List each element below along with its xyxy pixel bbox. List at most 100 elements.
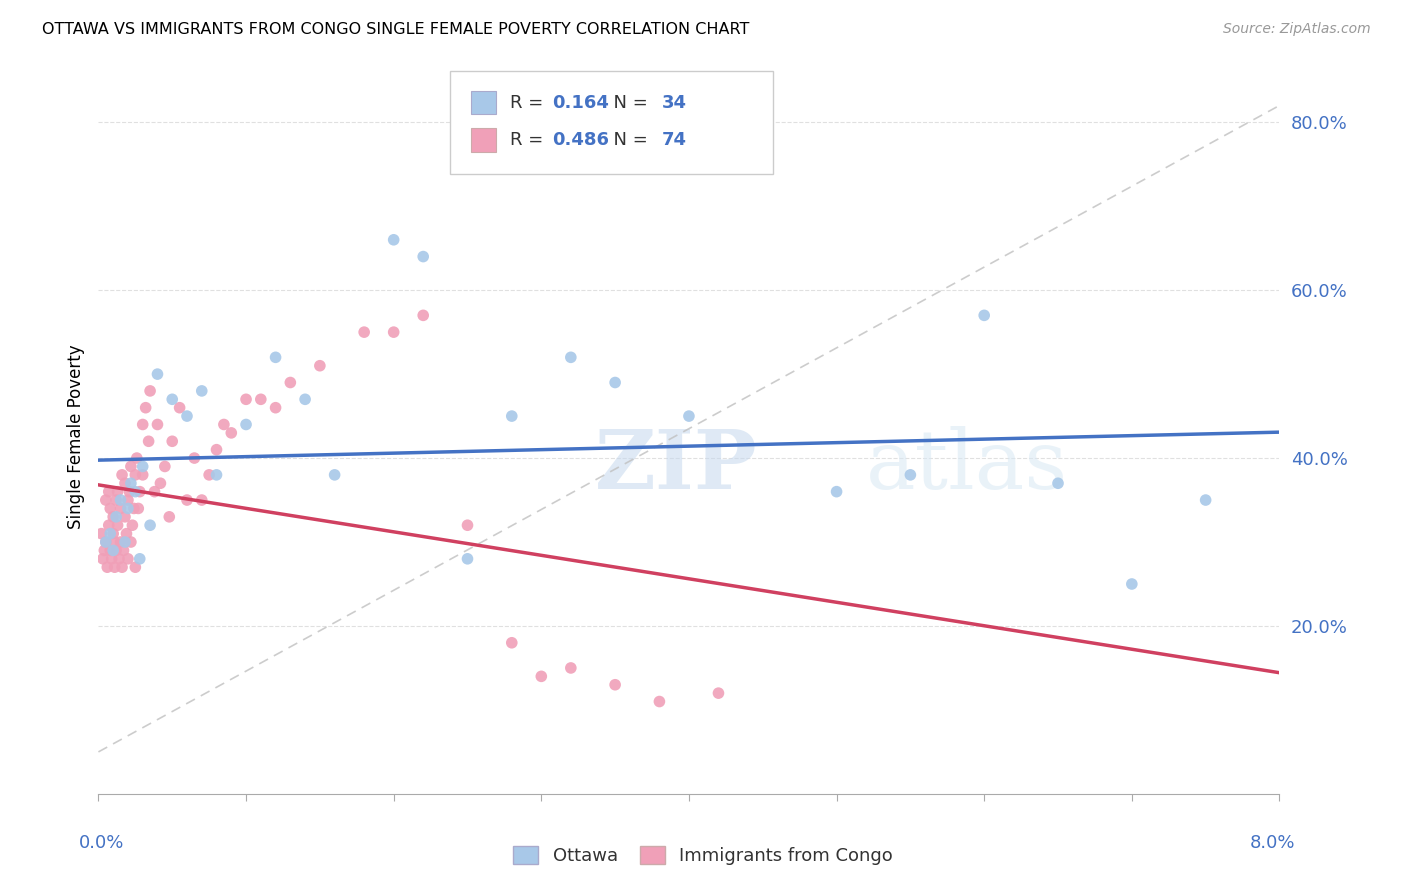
Point — [212, 417, 235, 432]
Point — [205, 467, 228, 482]
Point — [264, 351, 287, 365]
Text: 0.486: 0.486 — [553, 131, 610, 149]
Point — [114, 535, 136, 549]
Point — [98, 526, 121, 541]
Point — [132, 459, 155, 474]
Point — [94, 535, 117, 549]
Point — [191, 493, 214, 508]
Point — [235, 417, 257, 432]
Point — [605, 678, 627, 692]
Point — [117, 551, 139, 566]
Point — [111, 467, 134, 482]
Point — [560, 351, 582, 365]
Point — [105, 509, 128, 524]
Point — [139, 384, 162, 398]
Point — [157, 509, 180, 524]
Point — [103, 543, 125, 558]
Point — [169, 401, 191, 415]
Point — [412, 309, 434, 323]
Point — [501, 636, 523, 650]
Point — [128, 484, 150, 499]
Point — [191, 384, 214, 398]
Text: 0.164: 0.164 — [553, 94, 609, 112]
Point — [309, 359, 332, 373]
Point — [138, 434, 160, 449]
Point — [105, 543, 128, 558]
Point — [117, 501, 139, 516]
Point — [110, 501, 132, 516]
Point — [115, 526, 138, 541]
Point — [97, 518, 120, 533]
Text: 34: 34 — [662, 94, 688, 112]
Point — [457, 551, 479, 566]
Point — [97, 484, 120, 499]
Point — [323, 467, 346, 482]
Point — [176, 409, 198, 423]
Point — [105, 493, 128, 508]
Point — [100, 551, 122, 566]
Point — [501, 409, 523, 423]
Point — [1046, 476, 1070, 491]
Point — [114, 476, 136, 491]
Point — [294, 392, 316, 407]
Point — [91, 551, 114, 566]
Point — [149, 476, 172, 491]
Point — [122, 501, 145, 516]
Point — [183, 451, 205, 466]
Point — [139, 518, 162, 533]
Point — [124, 560, 146, 574]
Text: 8.0%: 8.0% — [1250, 834, 1295, 852]
Point — [107, 518, 129, 533]
Point — [104, 560, 127, 574]
Point — [117, 493, 139, 508]
Text: atlas: atlas — [866, 425, 1069, 506]
Point — [560, 661, 582, 675]
Point — [198, 467, 221, 482]
Point — [825, 484, 848, 499]
Point — [382, 325, 405, 339]
Point — [707, 686, 730, 700]
Text: N =: N = — [602, 131, 654, 149]
Point — [120, 535, 142, 549]
Point — [280, 376, 302, 390]
Point — [605, 376, 627, 390]
Point — [530, 669, 553, 683]
Point — [121, 518, 143, 533]
Text: ZIP: ZIP — [595, 425, 756, 506]
Point — [221, 425, 243, 440]
Point — [153, 459, 176, 474]
Point — [127, 501, 149, 516]
Point — [120, 459, 142, 474]
Text: 0.0%: 0.0% — [79, 834, 124, 852]
Point — [120, 476, 142, 491]
Point — [128, 551, 150, 566]
Text: R =: R = — [510, 131, 550, 149]
Point — [1195, 493, 1218, 508]
Point — [124, 467, 146, 482]
Point — [900, 467, 922, 482]
Text: N =: N = — [602, 94, 654, 112]
Point — [162, 434, 183, 449]
Point — [146, 417, 169, 432]
Point — [250, 392, 273, 407]
Point — [108, 551, 131, 566]
Point — [94, 535, 117, 549]
Point — [162, 392, 183, 407]
Text: OTTAWA VS IMMIGRANTS FROM CONGO SINGLE FEMALE POVERTY CORRELATION CHART: OTTAWA VS IMMIGRANTS FROM CONGO SINGLE F… — [42, 22, 749, 37]
Point — [132, 417, 155, 432]
Point — [124, 484, 146, 499]
Point — [110, 493, 132, 508]
Point — [94, 493, 117, 508]
Y-axis label: Single Female Poverty: Single Female Poverty — [66, 345, 84, 529]
Legend: Ottawa, Immigrants from Congo: Ottawa, Immigrants from Congo — [503, 837, 903, 874]
Point — [648, 694, 671, 708]
Point — [1121, 577, 1143, 591]
Point — [110, 535, 132, 549]
Point — [118, 484, 141, 499]
Point — [135, 401, 157, 415]
Point — [973, 309, 995, 323]
Point — [104, 535, 127, 549]
Point — [103, 509, 125, 524]
Point — [98, 501, 121, 516]
Text: 74: 74 — [662, 131, 688, 149]
